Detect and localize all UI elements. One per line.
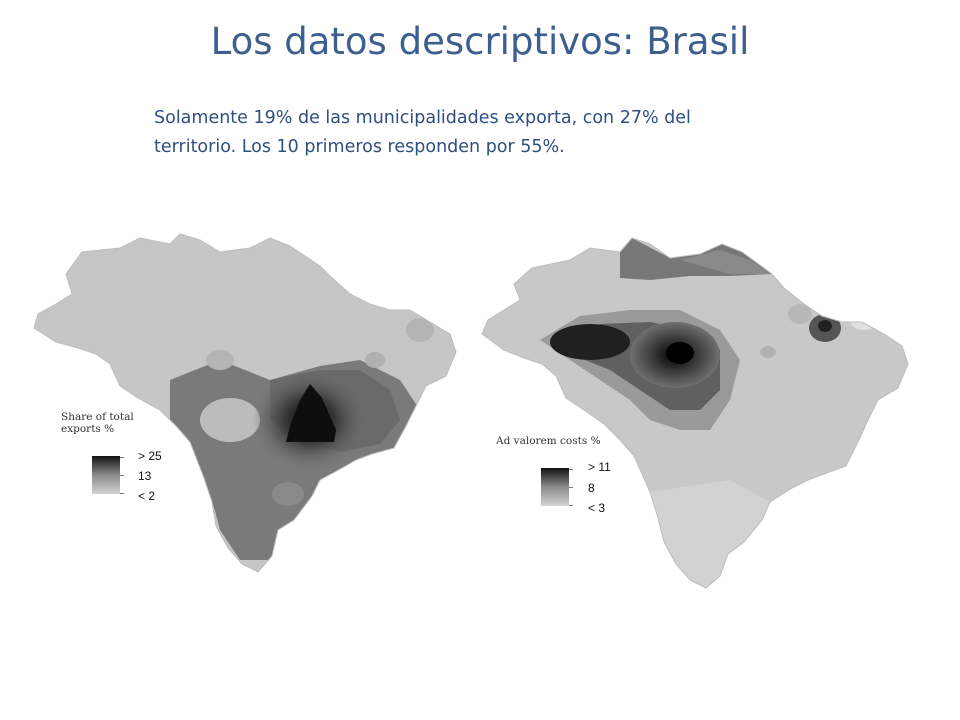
costs-tick-high — [569, 469, 573, 470]
subtitle-line-1: Solamente 19% de las municipalidades exp… — [154, 108, 691, 128]
slide-title: Los datos descriptivos: Brasil — [210, 20, 750, 63]
costs-legend-label-high: > 11 — [588, 460, 611, 474]
costs-legend-label-low: < 3 — [588, 501, 606, 515]
exports-legend-label-low: < 2 — [138, 489, 156, 503]
costs-color-ramp — [541, 468, 569, 506]
ad-valorem-costs-map — [481, 237, 909, 589]
costs-tick-low — [569, 505, 573, 506]
exports-legend-label-high: > 25 — [138, 449, 162, 463]
subtitle-line-2: territorio. Los 10 primeros responden po… — [154, 137, 565, 157]
slide-subtitle: Solamente 19% de las municipalidades exp… — [154, 104, 794, 162]
exports-color-ramp — [92, 456, 120, 494]
exports-tick-low — [120, 493, 124, 494]
exports-legend-title-line-1: Share of total — [61, 411, 134, 423]
costs-tick-mid — [569, 487, 573, 488]
exports-legend-title-line-2: exports % — [61, 423, 115, 435]
exports-share-map — [33, 233, 457, 573]
exports-legend-label-mid: 13 — [138, 469, 152, 483]
costs-legend-title: Ad valorem costs % — [496, 435, 601, 447]
costs-legend-label-mid: 8 — [588, 481, 595, 495]
exports-tick-high — [120, 457, 124, 458]
exports-tick-mid — [120, 475, 124, 476]
